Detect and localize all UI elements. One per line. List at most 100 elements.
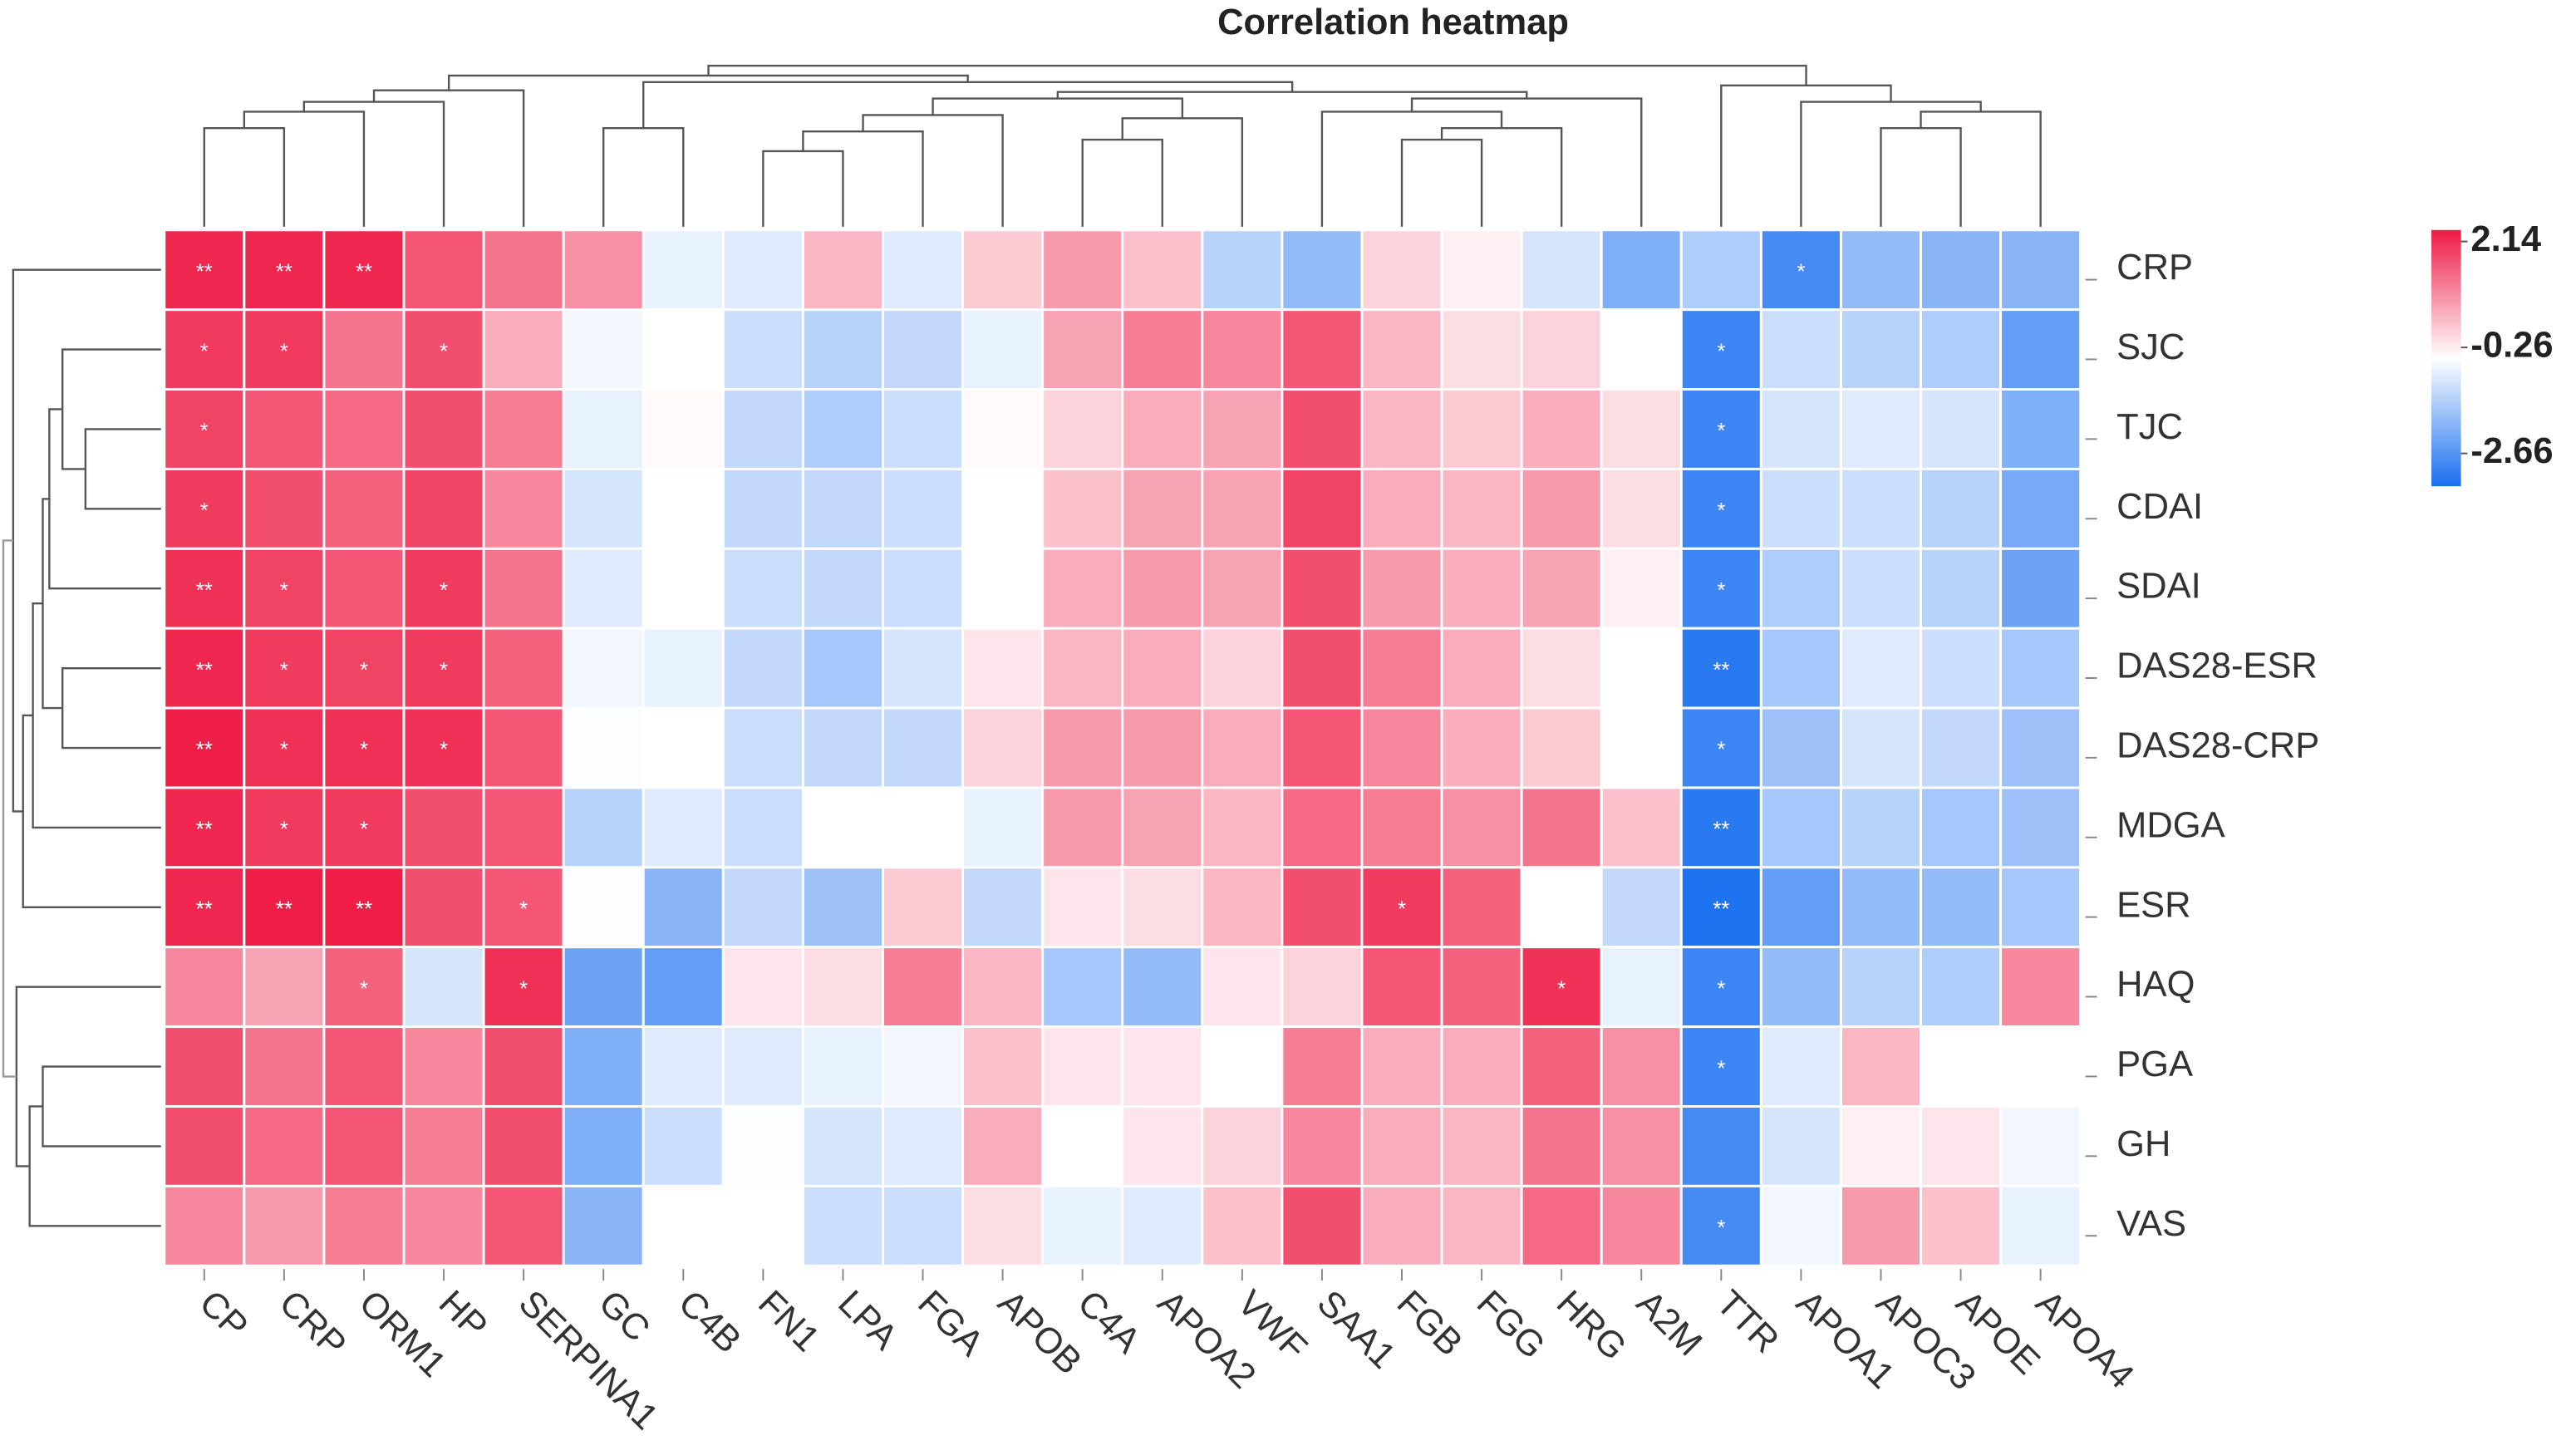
significance: *: [1797, 260, 1805, 283]
column-label: FGA: [910, 1283, 991, 1364]
column-label: FN1: [750, 1283, 827, 1359]
cell: [1201, 229, 1284, 312]
cell: [1121, 1025, 1204, 1108]
cell: [1041, 866, 1124, 949]
cell: [243, 627, 326, 710]
significance: *: [440, 340, 448, 363]
cell: [322, 388, 406, 470]
cell: [721, 786, 804, 869]
cell: [1920, 1184, 2003, 1267]
branch: [84, 428, 161, 510]
cell: [163, 229, 246, 312]
cell: [881, 229, 965, 312]
cell: [1121, 229, 1204, 312]
cell: [1600, 1025, 1683, 1108]
row-label: SJC: [2116, 327, 2185, 367]
column-label: A2M: [1629, 1283, 1709, 1364]
significance: *: [280, 659, 288, 682]
colorbar-label: 2.14: [2470, 219, 2541, 259]
cell: [1839, 1025, 1923, 1108]
cell: [482, 308, 565, 391]
cell: [243, 706, 326, 789]
cell: [1360, 1025, 1443, 1108]
significance: *: [519, 898, 528, 922]
cell: [1999, 1105, 2082, 1187]
cell: [482, 229, 565, 312]
cell: [163, 1025, 246, 1108]
cell: [1679, 946, 1762, 1029]
row-label: MDGA: [2116, 805, 2225, 845]
chart-title: Correlation heatmap: [1217, 2, 1569, 42]
column-label: FGG: [1469, 1283, 1553, 1367]
cell: [1520, 308, 1603, 391]
cell: [402, 547, 485, 630]
significance: *: [1717, 1057, 1725, 1080]
cell: [322, 1025, 406, 1108]
column-label: APOB: [990, 1283, 1089, 1382]
cell: [1759, 1025, 1842, 1108]
cell: [1999, 866, 2082, 949]
cell: [562, 1105, 645, 1187]
cell: [801, 1025, 884, 1108]
cell: [801, 308, 884, 391]
cell: [1041, 706, 1124, 789]
cell: [1920, 388, 2003, 470]
cell: [1920, 1025, 2003, 1108]
cell: [243, 1105, 326, 1187]
branch: [1121, 117, 1244, 227]
cell: [163, 946, 246, 1029]
cell: [163, 1184, 246, 1267]
significance: *: [1717, 420, 1725, 443]
cell: [562, 388, 645, 470]
cell: [642, 946, 725, 1029]
cell: [642, 627, 725, 710]
cell: [402, 229, 485, 312]
cell: [801, 786, 884, 869]
cell: [721, 946, 804, 1029]
cell: [1440, 866, 1523, 949]
cell: [562, 786, 645, 869]
significance: *: [440, 739, 448, 762]
cell: [721, 229, 804, 312]
significance: *: [440, 659, 448, 682]
cell: [1839, 706, 1923, 789]
cell: [721, 1184, 804, 1267]
cell: [801, 706, 884, 789]
cell: [881, 388, 965, 470]
cell: [1360, 627, 1443, 710]
significance: **: [356, 260, 372, 283]
cell: [163, 1105, 246, 1187]
cell: [1281, 946, 1364, 1029]
cell: [1679, 706, 1762, 789]
cell: [322, 866, 406, 949]
cell: [721, 547, 804, 630]
column-label: C4B: [671, 1283, 749, 1361]
cell: [402, 1025, 485, 1108]
cell: [1121, 627, 1204, 710]
cell: [1600, 786, 1683, 869]
cell: [243, 946, 326, 1029]
cell: [1920, 706, 2003, 789]
cell: [402, 1105, 485, 1187]
row-label: CRP: [2116, 248, 2193, 288]
cell: [961, 308, 1045, 391]
cell: [1440, 388, 1523, 470]
branch: [1720, 84, 1892, 227]
row-label: VAS: [2116, 1204, 2186, 1244]
row-label: HAQ: [2116, 965, 2195, 1005]
cell: [322, 308, 406, 391]
cell: [881, 308, 965, 391]
branch: [2, 539, 17, 1078]
cell: [1041, 308, 1124, 391]
branch: [1081, 138, 1163, 227]
branch: [642, 81, 1294, 129]
cell: [1360, 308, 1443, 391]
cell: [243, 1025, 326, 1108]
cell: [1360, 467, 1443, 550]
cell: [1839, 467, 1923, 550]
cell: [1920, 467, 2003, 550]
cell: [1360, 1184, 1443, 1267]
cell: [961, 706, 1045, 789]
cell: [1600, 1105, 1683, 1187]
